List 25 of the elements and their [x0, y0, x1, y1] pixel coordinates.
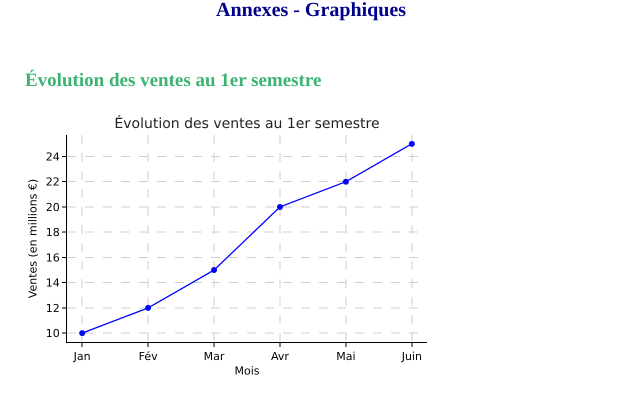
y-tick-label: 22 [46, 176, 60, 189]
x-tick-label: Fév [138, 350, 158, 364]
point [276, 204, 283, 210]
point [342, 178, 349, 185]
y-tick-label: 14 [46, 276, 60, 290]
x-tick-label: Avr [271, 350, 290, 364]
y-tick-label: 10 [46, 327, 60, 340]
y-tick-label: 24 [46, 150, 60, 164]
point [211, 267, 218, 274]
y-tick-label: 16 [46, 251, 60, 264]
point [79, 330, 86, 336]
x-tick-label: Mai [336, 350, 356, 364]
x-tick-label: Jan [72, 350, 91, 364]
point [145, 304, 152, 311]
text: Annexes - Graphiques [216, 0, 406, 21]
x-tick-label: Juin [400, 350, 422, 364]
y-tick-label: 12 [46, 302, 60, 315]
point [408, 140, 415, 147]
y-axis-title: Ventes (en millions €) [26, 178, 40, 298]
y-tick-label: 20 [46, 200, 60, 214]
x-axis-title: Mois [234, 364, 260, 378]
chart-title: Évolution des ventes au 1er semestre [114, 114, 380, 132]
text: Évolution des ventes au 1er semestre [25, 69, 322, 91]
x-tick-label: Mar [204, 350, 225, 364]
y-tick-label: 18 [46, 226, 60, 240]
